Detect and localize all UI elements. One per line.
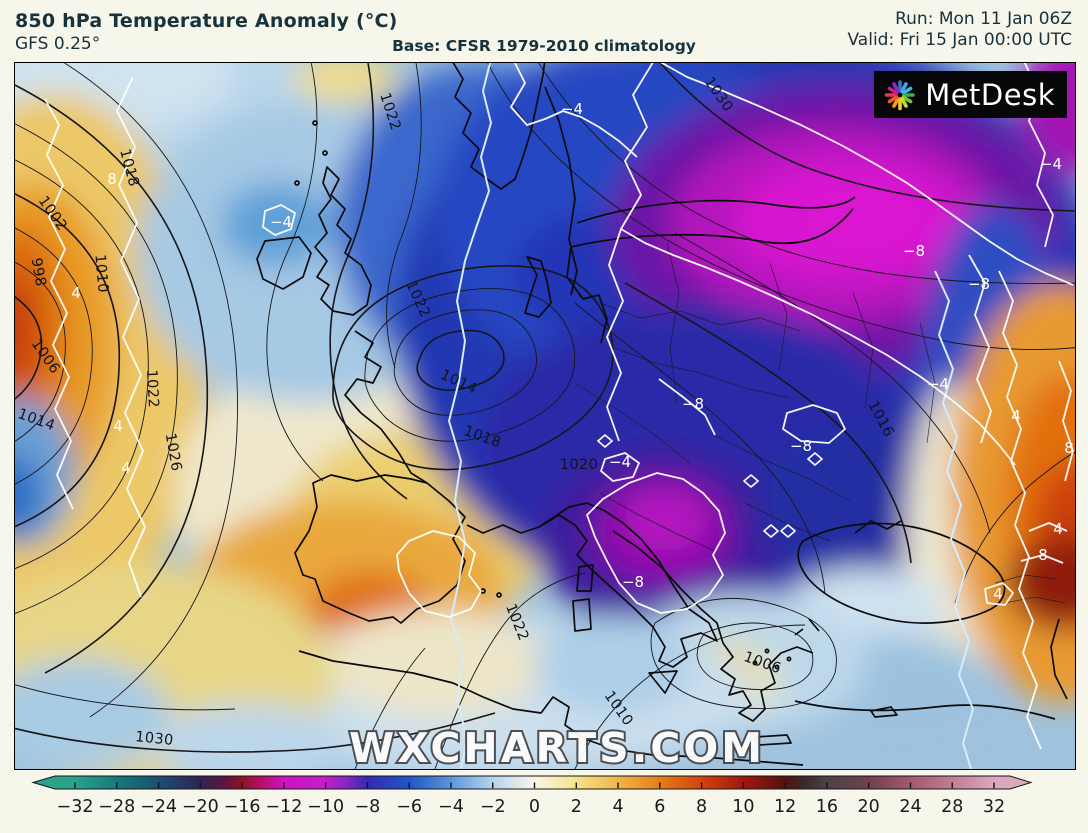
colorbar-ticks — [74, 782, 995, 789]
anomaly-color-field — [15, 63, 1075, 769]
svg-text:−8: −8 — [355, 797, 381, 817]
map-canvas: 1018 1022 1002 998 1010 1006 1014 1022 1… — [15, 63, 1075, 769]
svg-text:−16: −16 — [224, 797, 261, 817]
header: 850 hPa Temperature Anomaly (°C) GFS 0.2… — [0, 0, 1088, 62]
svg-text:−24: −24 — [140, 797, 177, 817]
svg-text:8: 8 — [696, 797, 707, 817]
anomaly-contours-white — [44, 63, 1074, 750]
anomaly-label: 4 — [113, 417, 123, 435]
isobar-label: 1030 — [134, 729, 174, 749]
anomaly-label: −8 — [903, 242, 925, 260]
anomaly-label: −4 — [609, 453, 631, 471]
isobar-label: 998 — [28, 257, 49, 288]
metdesk-pinwheel-icon — [884, 79, 915, 110]
anomaly-label: −8 — [682, 395, 704, 413]
svg-text:16: 16 — [816, 797, 838, 817]
valid-label: Valid: Fri 15 Jan 00:00 UTC — [847, 30, 1073, 50]
svg-text:20: 20 — [858, 797, 880, 817]
svg-text:−2: −2 — [480, 797, 506, 817]
anomaly-label: 4 — [1011, 407, 1021, 425]
anomaly-label: −8 — [622, 573, 644, 591]
svg-text:12: 12 — [774, 797, 796, 817]
map: 1018 1022 1002 998 1010 1006 1014 1022 1… — [14, 62, 1076, 770]
metdesk-logo: MetDesk — [874, 71, 1067, 118]
svg-text:4: 4 — [612, 797, 623, 817]
country-borders — [574, 242, 1066, 604]
base-climatology-label: Base: CFSR 1979-2010 climatology — [392, 37, 696, 55]
anomaly-label: 4 — [993, 585, 1003, 603]
svg-text:28: 28 — [941, 797, 963, 817]
svg-text:24: 24 — [899, 797, 921, 817]
model-label: GFS 0.25° — [15, 34, 101, 54]
anomaly-label: 4 — [71, 284, 81, 302]
colorbar: −32 −28 −24 −20 −16 −12 −10 −8 −6 −4 −2 0 2 4 6 8 10 12 16… — [31, 775, 1033, 817]
svg-text:−6: −6 — [396, 797, 422, 817]
svg-text:−4: −4 — [438, 797, 464, 817]
run-info: Run: Mon 11 Jan 06Z Valid: Fri 15 Jan 00… — [848, 9, 1073, 51]
anomaly-label: 4 — [1053, 520, 1063, 538]
title-block: 850 hPa Temperature Anomaly (°C) GFS 0.2… — [15, 10, 398, 54]
svg-text:6: 6 — [654, 797, 665, 817]
anomaly-labels: 8 4 4 4 −4 −4 −4 −8 −8 −8 −8 −4 −8 −4 4 … — [71, 100, 1074, 603]
anomaly-label: −4 — [561, 100, 583, 118]
run-label: Run: Mon 11 Jan 06Z — [895, 9, 1072, 29]
isobar-label: 1010 — [91, 254, 110, 294]
colorbar-gradient — [31, 775, 1033, 790]
anomaly-label: −8 — [790, 437, 812, 455]
svg-text:0: 0 — [529, 797, 540, 817]
isobar-label: 1026 — [162, 432, 184, 473]
colorbar-labels: −32 −28 −24 −20 −16 −12 −10 −8 −6 −4 −2 0 2 4 6 8 10 12 16… — [57, 797, 1006, 817]
svg-text:−28: −28 — [98, 797, 135, 817]
page-title: 850 hPa Temperature Anomaly (°C) — [15, 10, 398, 32]
isobar-contours — [15, 63, 1075, 769]
anomaly-label: 8 — [107, 170, 117, 188]
svg-text:−20: −20 — [182, 797, 219, 817]
isobar-label: 1022 — [143, 369, 161, 408]
svg-text:2: 2 — [571, 797, 582, 817]
anomaly-contours-cyan — [448, 63, 974, 769]
svg-text:−10: −10 — [307, 797, 344, 817]
svg-text:10: 10 — [732, 797, 754, 817]
isobar-label: 1020 — [560, 457, 599, 473]
watermark: WXCHARTS.COM — [349, 724, 765, 769]
anomaly-label: 8 — [1038, 546, 1048, 564]
svg-text:−32: −32 — [57, 797, 94, 817]
anomaly-label: −8 — [968, 275, 990, 293]
anomaly-label: −4 — [1040, 155, 1062, 173]
coastlines — [256, 63, 1068, 766]
logo-text: MetDesk — [925, 77, 1055, 112]
anomaly-label: −4 — [927, 375, 949, 393]
svg-text:32: 32 — [983, 797, 1005, 817]
anomaly-label: −4 — [270, 213, 292, 231]
anomaly-label: 8 — [1064, 439, 1074, 457]
svg-text:−12: −12 — [265, 797, 302, 817]
anomaly-label: 4 — [121, 459, 131, 477]
